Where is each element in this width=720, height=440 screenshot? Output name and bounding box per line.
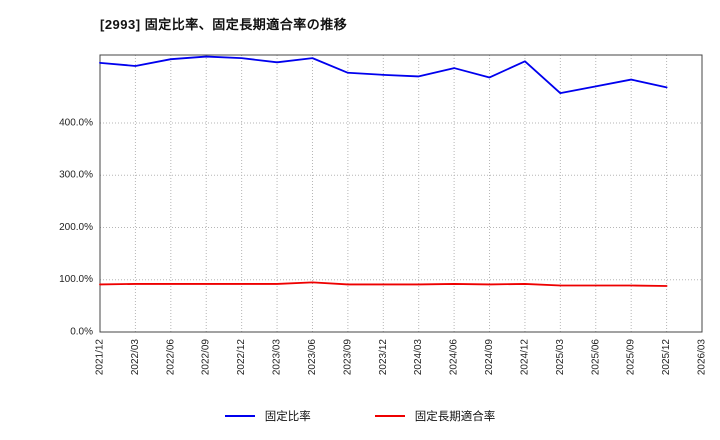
- legend-label: 固定比率: [264, 411, 311, 423]
- svg-text:2022/06: 2022/06: [165, 339, 176, 376]
- svg-text:2023/09: 2023/09: [342, 339, 353, 376]
- svg-text:0.0%: 0.0%: [70, 327, 93, 338]
- legend-item-fixed-ratio: 固定比率: [224, 408, 311, 424]
- chart-title: [2993] 固定比率、固定長期適合率の推移: [100, 17, 348, 32]
- svg-text:2025/12: 2025/12: [661, 339, 672, 376]
- svg-text:2022/12: 2022/12: [236, 339, 247, 376]
- svg-text:2026/03: 2026/03: [697, 339, 708, 376]
- svg-text:2025/06: 2025/06: [590, 339, 601, 376]
- legend-line-red: [374, 415, 405, 417]
- svg-text:100.0%: 100.0%: [59, 274, 93, 285]
- svg-text:2021/12: 2021/12: [95, 339, 106, 376]
- svg-text:300.0%: 300.0%: [59, 170, 93, 181]
- svg-text:400.0%: 400.0%: [59, 117, 93, 128]
- svg-text:2024/12: 2024/12: [519, 339, 530, 376]
- chart-legend: 固定比率 固定長期適合率: [0, 408, 720, 424]
- svg-text:2025/09: 2025/09: [626, 339, 637, 376]
- svg-text:2022/03: 2022/03: [130, 339, 141, 376]
- svg-text:2022/09: 2022/09: [201, 339, 212, 376]
- svg-text:2023/12: 2023/12: [378, 339, 389, 376]
- svg-text:2023/06: 2023/06: [307, 339, 318, 376]
- svg-text:2023/03: 2023/03: [272, 339, 283, 376]
- legend-label: 固定長期適合率: [414, 411, 496, 423]
- svg-text:200.0%: 200.0%: [59, 222, 93, 233]
- svg-text:2024/03: 2024/03: [413, 339, 424, 376]
- legend-item-fixed-longterm-ratio: 固定長期適合率: [374, 408, 496, 424]
- svg-text:2024/06: 2024/06: [449, 339, 460, 376]
- svg-text:2025/03: 2025/03: [555, 339, 566, 376]
- legend-line-blue: [224, 415, 255, 417]
- svg-text:2024/09: 2024/09: [484, 339, 495, 376]
